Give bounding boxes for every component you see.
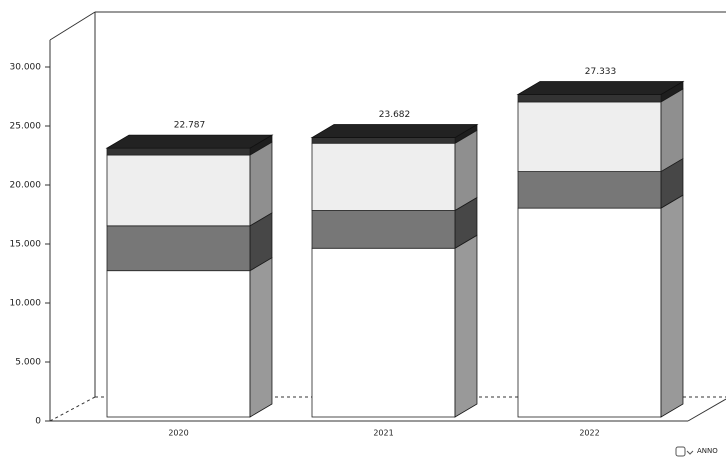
bar-side-shade <box>661 88 683 172</box>
bar-side-shade <box>250 142 272 226</box>
bar-segment <box>106 147 251 156</box>
bar-side-shade <box>250 212 272 271</box>
y-tick-label: 5.000 <box>15 358 41 368</box>
bar-segment <box>106 270 251 418</box>
side-wall-top <box>49 11 96 41</box>
bar-top <box>105 134 274 149</box>
bar-top <box>516 81 685 95</box>
bar-side-shade <box>250 135 272 156</box>
floor-right <box>687 398 726 422</box>
bar-segment <box>311 247 456 418</box>
y-tick-label: 25.000 <box>10 122 42 132</box>
bar-segment <box>311 137 456 144</box>
bar-segment <box>311 142 456 211</box>
total-label: 23.682 <box>379 110 411 120</box>
x-tick-label: 2020 <box>168 429 188 438</box>
y-tick-label: 15.000 <box>10 240 42 250</box>
y-tick-label: 30.000 <box>10 63 42 73</box>
chart-frame <box>49 11 726 422</box>
x-tick-label: 2022 <box>579 429 599 438</box>
bar-segment <box>517 171 662 209</box>
x-tick-label: 2021 <box>373 429 393 438</box>
y-tick-label: 20.000 <box>10 181 42 191</box>
total-label: 22.787 <box>174 121 206 131</box>
bar-side-shade <box>455 130 477 211</box>
bar-side-shade <box>455 197 477 249</box>
bar-segment <box>106 154 251 227</box>
y-tick-label: 10.000 <box>10 299 42 309</box>
y-tick-label: 0 <box>35 417 41 427</box>
bar-segment <box>311 210 456 249</box>
anno-icon <box>675 446 694 457</box>
bar-side-shade <box>250 257 272 417</box>
x-axis-label: ANNO <box>697 447 718 455</box>
floor-edge <box>49 396 96 422</box>
bar-segment <box>517 101 662 172</box>
total-label: 27.333 <box>585 67 617 77</box>
bar-side-shade <box>661 81 683 102</box>
bar-side-shade <box>455 124 477 144</box>
bar-side-shade <box>455 235 477 417</box>
bar-segment <box>517 94 662 103</box>
bar-side-shade <box>661 158 683 209</box>
icon-arrow <box>686 450 694 455</box>
bar-side-shade <box>661 195 683 417</box>
bar-segment <box>517 207 662 418</box>
bar-segment <box>106 225 251 272</box>
bar-top <box>310 124 479 138</box>
icon-box <box>675 446 686 457</box>
